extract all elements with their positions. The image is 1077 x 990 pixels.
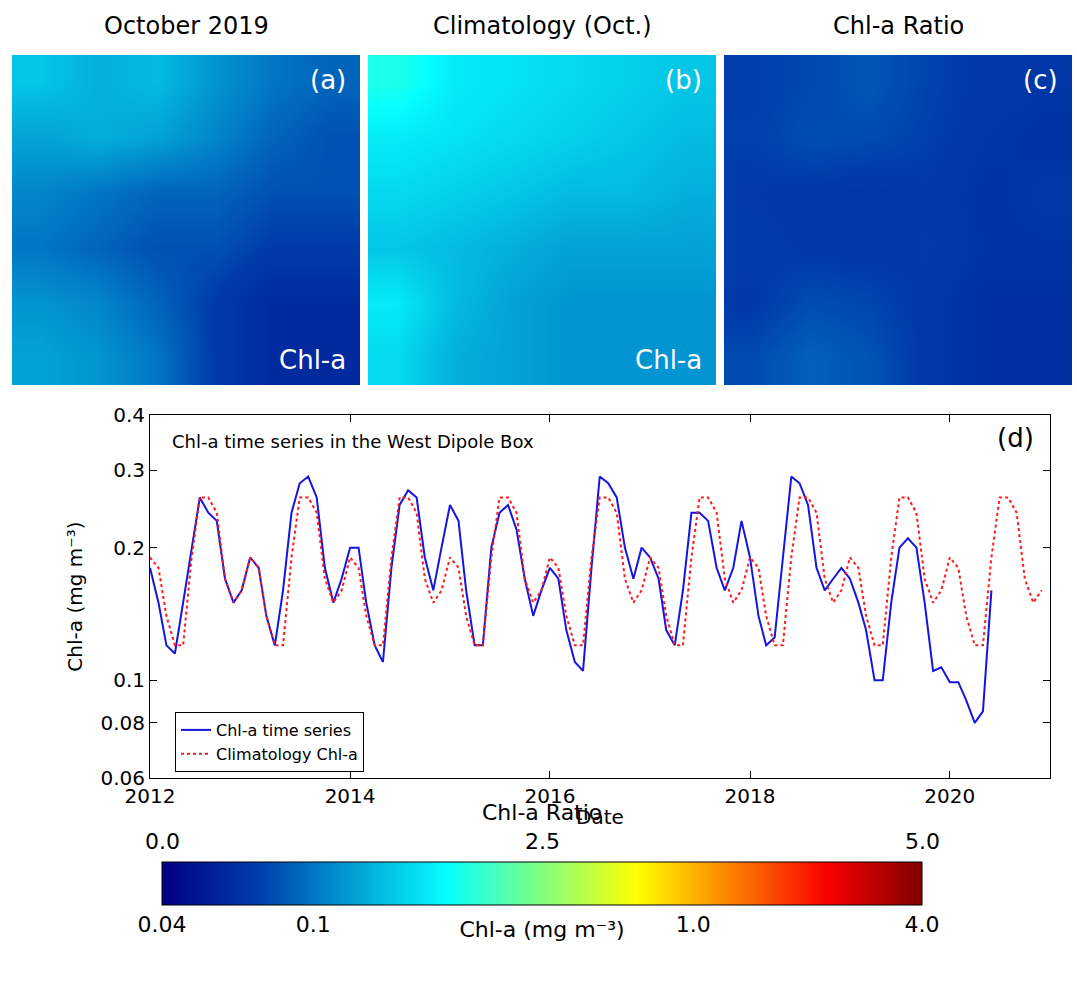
- svg-text:Chl-a Ratio: Chl-a Ratio: [482, 800, 602, 825]
- svg-text:Chl-a time series: Chl-a time series: [216, 721, 351, 740]
- svg-text:(d): (d): [997, 423, 1034, 453]
- svg-text:Chl-a (mg m⁻³): Chl-a (mg m⁻³): [459, 917, 624, 942]
- svg-text:(c): (c): [1023, 65, 1058, 95]
- svg-text:2016: 2016: [524, 784, 575, 808]
- svg-text:0.1: 0.1: [296, 912, 331, 937]
- svg-text:2014: 2014: [325, 784, 376, 808]
- svg-text:0.3: 0.3: [113, 458, 145, 482]
- svg-text:0.0: 0.0: [145, 829, 180, 854]
- svg-text:0.08: 0.08: [100, 711, 145, 735]
- svg-text:0.4: 0.4: [113, 403, 145, 427]
- svg-text:2018: 2018: [725, 784, 776, 808]
- svg-text:(b): (b): [665, 65, 702, 95]
- svg-text:0.06: 0.06: [100, 766, 145, 790]
- svg-text:Climatology (Oct.): Climatology (Oct.): [433, 12, 652, 40]
- svg-text:Chl-a: Chl-a: [279, 345, 346, 375]
- svg-text:0.04: 0.04: [138, 912, 187, 937]
- svg-text:Chl-a time series in the West: Chl-a time series in the West Dipole Box: [172, 431, 534, 452]
- svg-text:0.2: 0.2: [113, 536, 145, 560]
- svg-text:2012: 2012: [125, 784, 176, 808]
- svg-text:Chl-a (mg m⁻³): Chl-a (mg m⁻³): [63, 521, 87, 671]
- svg-text:1.0: 1.0: [676, 912, 711, 937]
- svg-text:October 2019: October 2019: [104, 12, 269, 40]
- svg-text:Chl-a Ratio: Chl-a Ratio: [833, 12, 964, 40]
- svg-text:Climatology Chl-a: Climatology Chl-a: [216, 745, 358, 764]
- svg-text:2.5: 2.5: [525, 829, 560, 854]
- svg-text:2020: 2020: [924, 784, 975, 808]
- svg-text:5.0: 5.0: [905, 829, 940, 854]
- svg-text:4.0: 4.0: [905, 912, 940, 937]
- svg-text:Date: Date: [576, 805, 624, 829]
- svg-text:(a): (a): [310, 65, 346, 95]
- svg-text:0.1: 0.1: [113, 668, 145, 692]
- svg-text:Chl-a: Chl-a: [635, 345, 702, 375]
